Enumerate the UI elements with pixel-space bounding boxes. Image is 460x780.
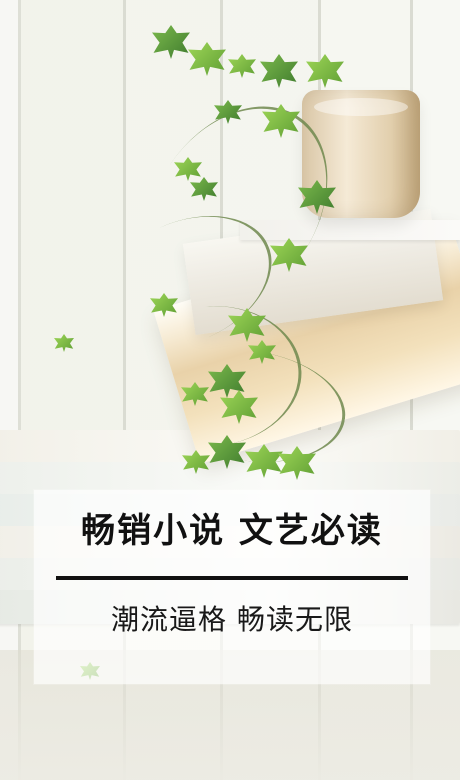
book-top xyxy=(240,220,460,240)
ivy-leaf-icon xyxy=(188,42,226,76)
headline: 畅销小说 文艺必读 xyxy=(81,511,383,551)
subheadline: 潮流逼格 畅读无限 xyxy=(111,603,353,636)
ivy-leaf-icon xyxy=(306,54,344,88)
headline-divider xyxy=(56,576,408,580)
ivy-leaf-icon xyxy=(260,54,298,88)
ivy-leaf-icon xyxy=(54,334,74,352)
promo-card: 畅销小说 文艺必读 潮流逼格 畅读无限 xyxy=(34,490,430,684)
ivy-leaf-icon xyxy=(228,54,256,78)
ivy-leaf-icon xyxy=(152,25,190,59)
